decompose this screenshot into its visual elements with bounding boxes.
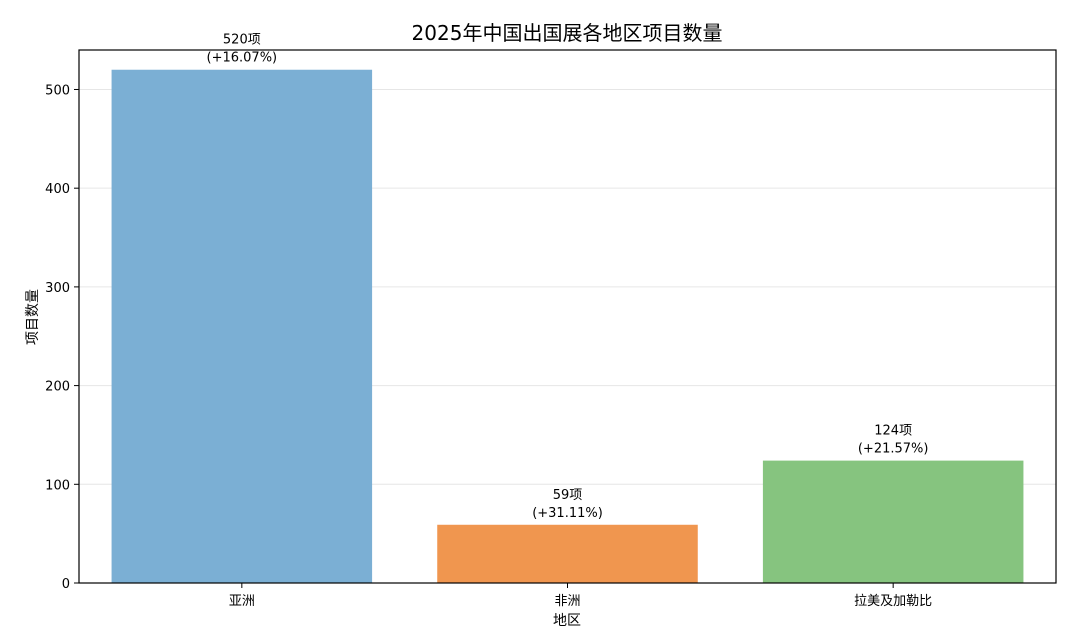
data-labels: 520项 (+16.07%) 59项 (+31.11%) 124项 (+21.57%): [207, 33, 929, 521]
x-tick-label: 非洲: [554, 594, 580, 609]
x-axis-ticks: 亚洲 非洲 拉美及加勒比: [229, 583, 932, 609]
data-label-value: 59项: [553, 488, 583, 503]
chart-title: 2025年中国出国展各地区项目数量: [412, 21, 723, 45]
y-tick-label: 100: [45, 478, 70, 493]
x-axis-label: 地区: [553, 613, 581, 629]
data-label-growth: (+21.57%): [858, 442, 929, 457]
plot-frame: [78, 49, 1057, 584]
bar-2: [762, 460, 1024, 583]
y-axis-label: 项目数量: [25, 289, 41, 345]
y-tick-label: 200: [45, 380, 70, 395]
bars: [111, 69, 1024, 584]
y-tick-label: 400: [45, 182, 70, 197]
y-tick-label: 300: [45, 281, 70, 296]
x-tick-label: 拉美及加勒比: [854, 594, 932, 609]
y-tick-label: 500: [45, 83, 70, 98]
data-label-value: 124项: [874, 424, 912, 439]
bar-0: [111, 69, 373, 584]
x-tick-label: 亚洲: [229, 594, 255, 609]
bar-1: [437, 524, 698, 583]
data-label-growth: (+16.07%): [207, 51, 278, 66]
data-label-value: 520项: [223, 33, 261, 48]
y-axis-ticks: 0 100 200 300 400 500: [45, 83, 79, 592]
y-tick-label: 0: [62, 577, 70, 592]
data-label-growth: (+31.11%): [532, 506, 603, 521]
